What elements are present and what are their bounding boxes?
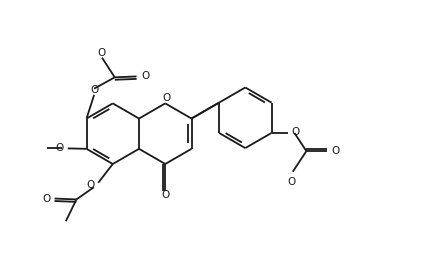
Text: O: O (287, 177, 295, 187)
Text: O: O (55, 143, 63, 153)
Text: O: O (98, 48, 106, 58)
Text: O: O (42, 194, 50, 203)
Text: O: O (331, 146, 339, 156)
Text: O: O (161, 93, 170, 103)
Text: O: O (141, 71, 149, 82)
Text: O: O (291, 128, 299, 137)
Text: O: O (161, 190, 169, 200)
Text: O: O (86, 180, 95, 190)
Text: O: O (90, 85, 99, 96)
